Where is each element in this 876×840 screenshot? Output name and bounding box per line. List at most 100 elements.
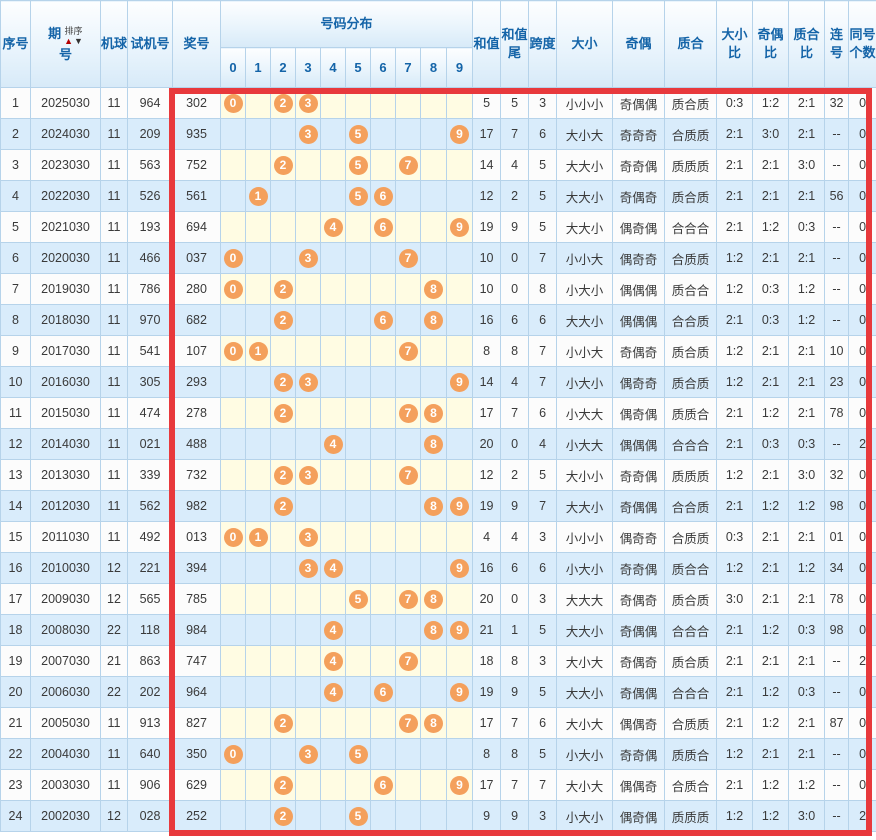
cell-prize: 280 xyxy=(172,273,221,305)
cell-prize: 013 xyxy=(172,521,221,553)
cell-span: 4 xyxy=(528,428,558,460)
dist-cell-3 xyxy=(295,304,321,336)
table-row: 22 2004030 11 640 350 0 3 5 8 8 5 小大小 奇奇偶 质质合 1:2 2:1 2:… xyxy=(0,738,876,770)
dist-cell-9 xyxy=(445,304,474,336)
cell-prime_ratio: 2:1 xyxy=(788,118,826,150)
cell-size: 小大大 xyxy=(556,397,614,429)
cell-parity: 奇偶奇 xyxy=(612,645,666,677)
dist-cell-0 xyxy=(220,211,246,243)
cell-parity: 偶偶偶 xyxy=(612,428,666,460)
digit-header-3: 3 xyxy=(295,47,321,88)
cell-size: 小大大 xyxy=(556,428,614,460)
cell-period: 2014030 xyxy=(30,428,101,460)
cell-parity: 奇奇偶 xyxy=(612,552,666,584)
dist-cell-7 xyxy=(395,180,421,212)
cell-consec: 32 xyxy=(824,459,850,491)
cell-seq: 22 xyxy=(0,738,31,770)
col-header-consecutive: 连号 xyxy=(824,0,850,88)
cell-span: 3 xyxy=(528,87,558,119)
cell-prime_ratio: 0:3 xyxy=(788,211,826,243)
number-ball: 8 xyxy=(424,589,443,609)
dist-cell-2: 2 xyxy=(270,149,296,181)
dist-cell-9 xyxy=(445,707,474,739)
dist-cell-3: 3 xyxy=(295,366,321,398)
cell-tail: 5 xyxy=(500,87,530,119)
cell-seq: 9 xyxy=(0,335,31,367)
dist-cell-4: 4 xyxy=(320,614,346,646)
cell-prime: 合合合 xyxy=(664,211,718,243)
cell-size_ratio: 2:1 xyxy=(716,645,754,677)
dist-cell-8: 8 xyxy=(420,304,447,336)
dist-cell-9 xyxy=(445,738,474,770)
cell-size_ratio: 2:1 xyxy=(716,211,754,243)
cell-period: 2010030 xyxy=(30,552,101,584)
cell-machine: 11 xyxy=(100,335,128,367)
dist-cell-2 xyxy=(270,180,296,212)
number-ball: 4 xyxy=(323,620,343,640)
cell-prime_ratio: 0:3 xyxy=(788,676,826,708)
dist-cell-9: 9 xyxy=(445,552,474,584)
number-ball: 0 xyxy=(223,279,243,299)
cell-seq: 23 xyxy=(0,769,31,801)
dist-cell-1 xyxy=(245,769,271,801)
cell-size_ratio: 1:2 xyxy=(716,335,754,367)
cell-machine: 11 xyxy=(100,738,128,770)
cell-consec: 87 xyxy=(824,707,850,739)
cell-span: 7 xyxy=(528,366,558,398)
cell-parity_ratio: 2:1 xyxy=(752,149,790,181)
number-ball: 8 xyxy=(424,403,443,423)
cell-sum: 14 xyxy=(472,366,502,398)
dist-cell-7 xyxy=(395,490,421,522)
cell-prime_ratio: 2:1 xyxy=(788,645,826,677)
dist-cell-1 xyxy=(245,149,271,181)
cell-size: 大大小 xyxy=(556,676,614,708)
cell-size_ratio: 2:1 xyxy=(716,676,754,708)
col-header-parity: 奇偶 xyxy=(612,0,666,88)
number-ball: 7 xyxy=(398,155,418,175)
cell-test: 562 xyxy=(127,490,173,522)
number-ball: 9 xyxy=(450,558,470,578)
dist-cell-9: 9 xyxy=(445,118,474,150)
dist-cell-5 xyxy=(345,552,371,584)
dist-cell-1 xyxy=(245,490,271,522)
table-row: 13 2013030 11 339 732 2 3 7 12 2 5 大小小 奇奇偶 质质质 1:2 2:1 3… xyxy=(0,459,876,491)
cell-test: 118 xyxy=(127,614,173,646)
cell-prime: 质合质 xyxy=(664,583,718,615)
cell-size_ratio: 2:1 xyxy=(716,180,754,212)
dist-cell-8 xyxy=(420,645,447,677)
dist-cell-1 xyxy=(245,397,271,429)
number-ball: 8 xyxy=(424,713,443,733)
cell-parity: 奇奇奇 xyxy=(612,118,666,150)
cell-machine: 12 xyxy=(100,583,128,615)
dist-cell-6 xyxy=(370,707,396,739)
cell-tail: 6 xyxy=(500,552,530,584)
digit-header-7: 7 xyxy=(395,47,421,88)
cell-period: 2005030 xyxy=(30,707,101,739)
cell-period: 2019030 xyxy=(30,273,101,305)
number-ball: 9 xyxy=(450,620,470,640)
cell-parity_ratio: 2:1 xyxy=(752,366,790,398)
dist-cell-7: 7 xyxy=(395,397,421,429)
dist-cell-5 xyxy=(345,211,371,243)
dist-cell-1 xyxy=(245,304,271,336)
number-ball: 2 xyxy=(273,372,293,392)
cell-prime: 质合质 xyxy=(664,645,718,677)
cell-machine: 12 xyxy=(100,552,128,584)
cell-prime_ratio: 2:1 xyxy=(788,397,826,429)
cell-same: 0 xyxy=(848,87,876,119)
cell-consec: 10 xyxy=(824,335,850,367)
number-ball: 0 xyxy=(223,341,243,361)
sort-desc-icon[interactable]: ▼ xyxy=(74,35,83,46)
dist-cell-6: 6 xyxy=(370,304,396,336)
dist-cell-4 xyxy=(320,180,346,212)
cell-size: 大大小 xyxy=(556,180,614,212)
sort-asc-icon[interactable]: ▲ xyxy=(64,35,73,46)
sort-control[interactable]: 排序 ▲ ▼ xyxy=(64,26,83,46)
cell-span: 5 xyxy=(528,149,558,181)
cell-parity_ratio: 2:1 xyxy=(752,645,790,677)
cell-parity_ratio: 1:2 xyxy=(752,87,790,119)
dist-cell-1 xyxy=(245,428,271,460)
cell-machine: 22 xyxy=(100,614,128,646)
cell-prize: 694 xyxy=(172,211,221,243)
dist-cell-2 xyxy=(270,738,296,770)
